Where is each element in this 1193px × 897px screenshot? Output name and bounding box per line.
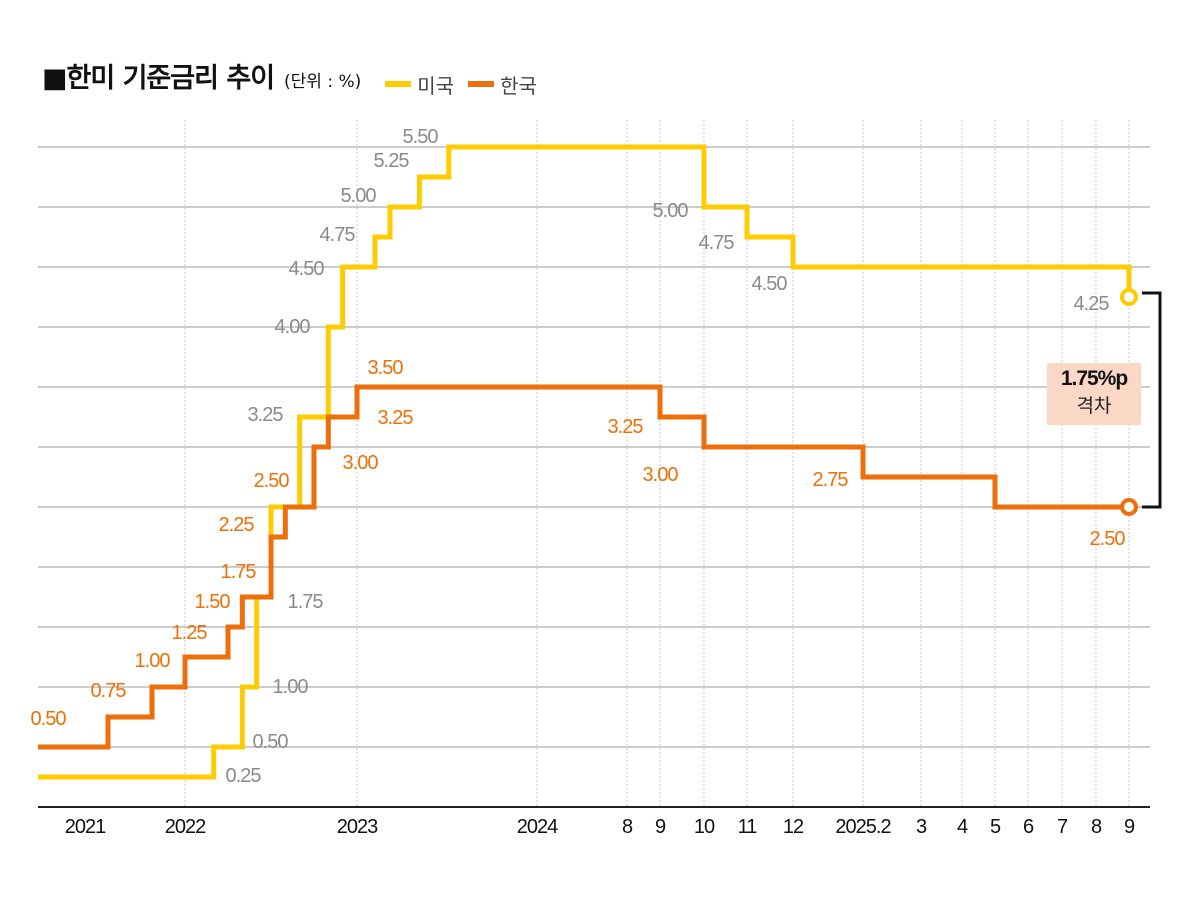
us-rate-label: 1.75 (288, 591, 324, 613)
legend-swatch-us (385, 81, 412, 87)
chart-title: ■한미 기준금리 추이 (42, 63, 275, 94)
legend-swatch-korea (468, 81, 495, 87)
grid (38, 120, 1150, 808)
us-rate-label: 1.00 (273, 676, 309, 698)
legend-label-korea: 한국 (500, 73, 537, 98)
us-rate-label: 4.50 (289, 258, 325, 280)
x-tick-label: 2023 (337, 816, 378, 838)
us-rate-label: 5.50 (403, 126, 439, 148)
x-axis-ticks: 2021 2022 2023 2024 8 9 10 11 12 2025.2 3 4 5 6 7 8 9 (65, 816, 1136, 838)
korea-rate-label: 3.25 (378, 407, 414, 429)
us-rate-label: 0.50 (253, 731, 289, 753)
x-tick-label: 2025.2 (835, 816, 891, 838)
series-lines (38, 144, 1138, 780)
x-tick-label: 6 (1023, 816, 1034, 838)
x-tick-label: 9 (1124, 816, 1135, 838)
us-rate-label: 4.75 (699, 232, 735, 254)
us-rate-line (38, 144, 1132, 780)
korea-rate-label: 2.25 (219, 514, 255, 536)
korea-rate-label: 1.75 (221, 561, 257, 583)
x-tick-label: 2021 (65, 816, 106, 838)
legend-label-us: 미국 (417, 73, 455, 98)
korea-rate-label: 3.00 (643, 464, 679, 486)
legend-item-korea: 한국 (468, 70, 537, 99)
korea-rate-label: 1.00 (135, 650, 171, 672)
unit-label: (단위 : %) (284, 72, 362, 92)
us-rate-label: 4.00 (275, 316, 311, 338)
korea-rate-label: 3.00 (343, 452, 379, 474)
chart-header: ■한미 기준금리 추이 (단위 : %) 미국 한국 (42, 56, 537, 99)
korea-rate-label: 1.25 (172, 622, 208, 644)
korea-rate-label: 3.25 (608, 416, 644, 438)
korea-rate-line (38, 384, 1129, 750)
us-rate-label: 5.00 (653, 200, 689, 222)
korea-rate-label: 1.50 (195, 591, 231, 613)
x-tick-label: 4 (957, 816, 968, 838)
korea-rate-label: 0.50 (31, 708, 67, 730)
x-tick-label: 2024 (517, 816, 558, 838)
x-tick-label: 8 (1091, 816, 1102, 838)
us-rate-label: 5.25 (374, 150, 410, 172)
us-end-marker (1120, 288, 1138, 306)
legend-item-us: 미국 (385, 70, 454, 99)
us-rate-label: 4.25 (1074, 293, 1110, 315)
gap-text: 격차 (1076, 395, 1112, 417)
us-rate-label: 4.50 (752, 273, 788, 295)
x-tick-label: 8 (622, 816, 633, 838)
korea-rate-label: 2.50 (254, 470, 290, 492)
gap-value: 1.75%p (1060, 367, 1128, 390)
data-labels: 0.25 0.50 1.00 1.75 3.25 4.00 4.50 4.75 5.00 5.25… (31, 126, 1127, 787)
x-tick-label: 9 (655, 816, 666, 838)
x-tick-label: 3 (916, 816, 927, 838)
korea-rate-label: 2.75 (813, 469, 849, 491)
x-tick-label: 5 (990, 816, 1001, 838)
korea-rate-label: 2.50 (1090, 528, 1126, 550)
gap-annotation: 1.75%p 격차 (1047, 363, 1141, 425)
us-rate-label: 5.00 (341, 185, 377, 207)
x-tick-label: 11 (738, 816, 758, 838)
x-tick-label: 7 (1057, 816, 1068, 838)
korea-end-marker (1120, 498, 1138, 516)
korea-rate-label: 3.50 (368, 357, 404, 379)
x-tick-label: 12 (783, 816, 804, 838)
x-tick-label: 2022 (165, 816, 206, 838)
us-rate-label: 4.75 (320, 224, 356, 246)
korea-rate-label: 0.75 (91, 680, 127, 702)
gap-bracket (1142, 291, 1162, 509)
x-tick-label: 10 (694, 816, 715, 838)
us-rate-label: 3.25 (248, 404, 284, 426)
us-rate-label: 0.25 (226, 765, 262, 787)
